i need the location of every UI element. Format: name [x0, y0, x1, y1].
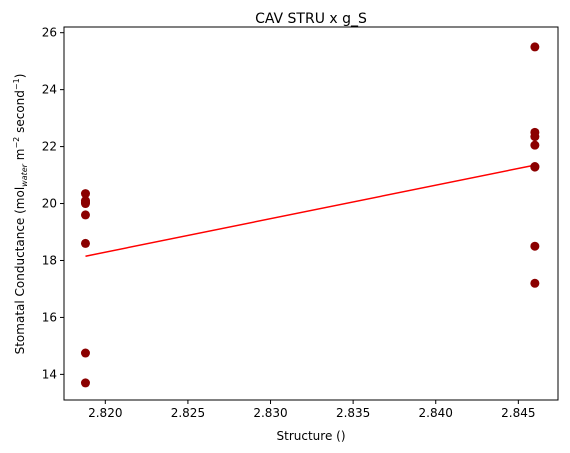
x-tick-label: 2.835: [336, 406, 370, 420]
data-point: [530, 278, 540, 288]
data-point: [530, 140, 540, 150]
data-point: [80, 196, 90, 206]
data-point: [80, 348, 90, 358]
y-tick-label: 18: [42, 253, 57, 267]
regression-line: [85, 164, 536, 257]
axis-ticks: 2.820 2.825 2.830 2.835 2.840 2.845 14 16 18 20 22…: [42, 26, 536, 420]
data-point: [530, 42, 540, 52]
x-tick-label: 2.845: [501, 406, 535, 420]
data-point: [80, 189, 90, 199]
data-point: [80, 210, 90, 220]
data-point: [530, 241, 540, 251]
plot-frame: [63, 26, 559, 401]
y-tick-label: 22: [42, 140, 57, 154]
x-tick-label: 2.830: [253, 406, 287, 420]
data-point: [530, 162, 540, 172]
y-tick-label: 26: [42, 26, 57, 40]
y-tick-label: 24: [42, 83, 57, 97]
x-tick-label: 2.820: [88, 406, 122, 420]
x-tick-label: 2.840: [419, 406, 453, 420]
x-axis-label: Structure (): [277, 429, 346, 443]
x-tick-label: 2.825: [171, 406, 205, 420]
y-axis-label: Stomatal Conductance (molwater m−2 secon…: [12, 74, 29, 355]
data-points: [80, 42, 540, 388]
chart-title: CAV STRU x g_S: [255, 11, 367, 27]
data-point: [80, 378, 90, 388]
y-tick-label: 14: [42, 367, 57, 381]
data-point: [80, 238, 90, 248]
data-point: [530, 132, 540, 142]
fit-line-layer: [85, 164, 536, 257]
y-tick-label: 20: [42, 197, 57, 211]
y-tick-label: 16: [42, 310, 57, 324]
